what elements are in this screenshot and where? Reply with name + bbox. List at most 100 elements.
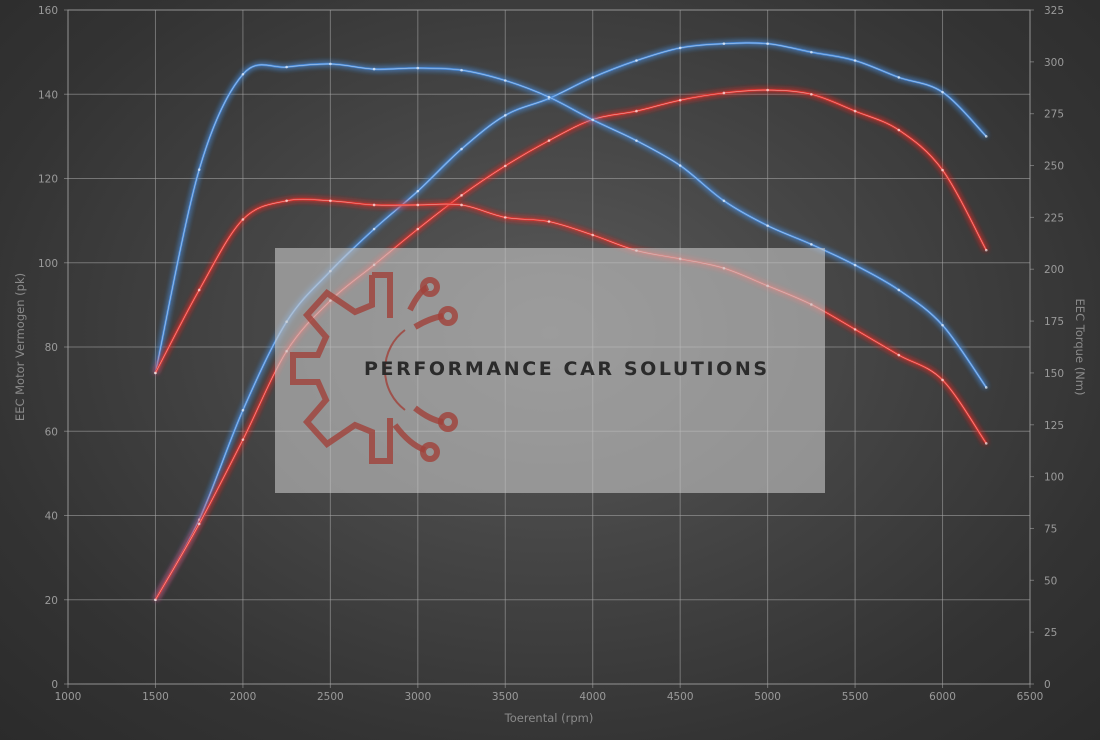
x-tick-label: 5000 — [754, 691, 781, 703]
data-point — [722, 91, 726, 95]
data-point — [766, 88, 769, 92]
data-point — [460, 147, 463, 151]
data-point — [503, 114, 507, 117]
data-point — [460, 194, 463, 197]
x-tick-label: 3500 — [492, 691, 519, 703]
data-point — [285, 199, 288, 203]
x-tick-label: 2500 — [317, 691, 344, 703]
data-point — [853, 328, 857, 331]
data-point — [197, 168, 201, 171]
data-point — [984, 248, 988, 252]
y2-tick-label: 225 — [1044, 212, 1064, 224]
data-point — [591, 118, 595, 122]
watermark-text: PERFORMANCE CAR SOLUTIONS — [364, 358, 770, 380]
data-point — [197, 288, 201, 292]
data-point — [197, 522, 201, 526]
data-point — [897, 76, 901, 79]
data-point — [810, 92, 813, 96]
y2-tick-label: 300 — [1044, 57, 1064, 69]
grid — [64, 9, 1034, 688]
data-point — [547, 95, 551, 99]
x-tick-label: 1500 — [142, 691, 169, 703]
data-point — [635, 109, 638, 113]
data-point — [941, 168, 944, 172]
x-tick-label: 6500 — [1017, 691, 1044, 703]
data-point — [372, 227, 376, 231]
data-point — [941, 323, 944, 327]
watermark: PERFORMANCE CAR SOLUTIONS — [275, 248, 825, 493]
data-point — [154, 371, 157, 375]
data-point — [329, 62, 332, 66]
data-point — [460, 203, 463, 207]
watermark-box — [275, 248, 825, 493]
y-tick-label: 20 — [45, 595, 58, 607]
data-point — [416, 203, 420, 207]
series-torque-stock — [154, 198, 988, 445]
data-point — [503, 79, 507, 82]
x-tick-label: 5500 — [842, 691, 869, 703]
data-point — [460, 68, 463, 72]
y-tick-label: 60 — [45, 426, 58, 438]
data-point — [372, 67, 376, 71]
data-point — [241, 72, 245, 76]
data-point — [503, 164, 507, 168]
y2-tick-label: 175 — [1044, 316, 1064, 328]
y-tick-label: 0 — [51, 679, 58, 691]
y2-tick-label: 125 — [1044, 420, 1064, 432]
data-point — [722, 42, 726, 45]
x-tick-label: 6000 — [929, 691, 956, 703]
data-point — [416, 227, 420, 231]
data-point — [241, 438, 245, 441]
data-point — [766, 224, 769, 227]
data-point — [853, 109, 857, 113]
data-point — [154, 598, 157, 602]
data-point — [722, 199, 726, 203]
data-point — [766, 42, 769, 45]
x-axis-label: Toerental (rpm) — [504, 711, 594, 725]
data-point — [547, 139, 551, 142]
x-tick-label: 2000 — [230, 691, 257, 703]
data-point — [372, 203, 376, 207]
data-point — [329, 199, 332, 203]
data-point — [810, 243, 813, 246]
data-point — [197, 518, 201, 522]
y-tick-label: 100 — [38, 258, 58, 270]
x-tick-label: 3000 — [404, 691, 431, 703]
y-axis-right: 0 25 50 75 100 125 150 175 200 225 250 275 300 325 — [1044, 5, 1064, 691]
y-tick-label: 120 — [38, 174, 58, 186]
data-point — [241, 408, 245, 412]
y2-tick-label: 50 — [1044, 575, 1057, 587]
data-point — [678, 46, 682, 50]
y2-tick-label: 100 — [1044, 472, 1064, 484]
y2-tick-label: 75 — [1044, 523, 1057, 535]
data-point — [285, 65, 288, 69]
series-group — [154, 41, 988, 602]
y2-tick-label: 250 — [1044, 161, 1064, 173]
x-tick-label: 1000 — [55, 691, 82, 703]
data-point — [984, 386, 988, 389]
y2-tick-label: 275 — [1044, 109, 1064, 121]
data-point — [941, 378, 944, 382]
data-point — [635, 139, 638, 142]
y2-tick-label: 150 — [1044, 368, 1064, 380]
y2-tick-label: 25 — [1044, 627, 1057, 639]
data-point — [678, 164, 682, 167]
y-tick-label: 80 — [45, 342, 58, 354]
data-point — [941, 90, 944, 94]
data-point — [810, 50, 813, 54]
y-tick-label: 160 — [38, 5, 58, 17]
y-tick-label: 140 — [38, 89, 58, 101]
y2-tick-label: 0 — [1044, 679, 1051, 691]
data-point — [241, 218, 245, 221]
data-point — [678, 98, 682, 102]
data-point — [984, 135, 988, 138]
series-highlight-torque-stock — [155, 198, 987, 444]
y2-tick-label: 325 — [1044, 5, 1064, 17]
x-axis: 1000 1500 2000 2500 3000 3500 4000 4500 5000 5500… — [55, 691, 1044, 703]
data-point — [591, 76, 595, 79]
data-point — [853, 263, 857, 267]
y-axis-label: EEC Motor Vermogen (pk) — [13, 273, 27, 421]
x-tick-label: 4000 — [579, 691, 606, 703]
gear-logo-icon — [290, 272, 458, 464]
